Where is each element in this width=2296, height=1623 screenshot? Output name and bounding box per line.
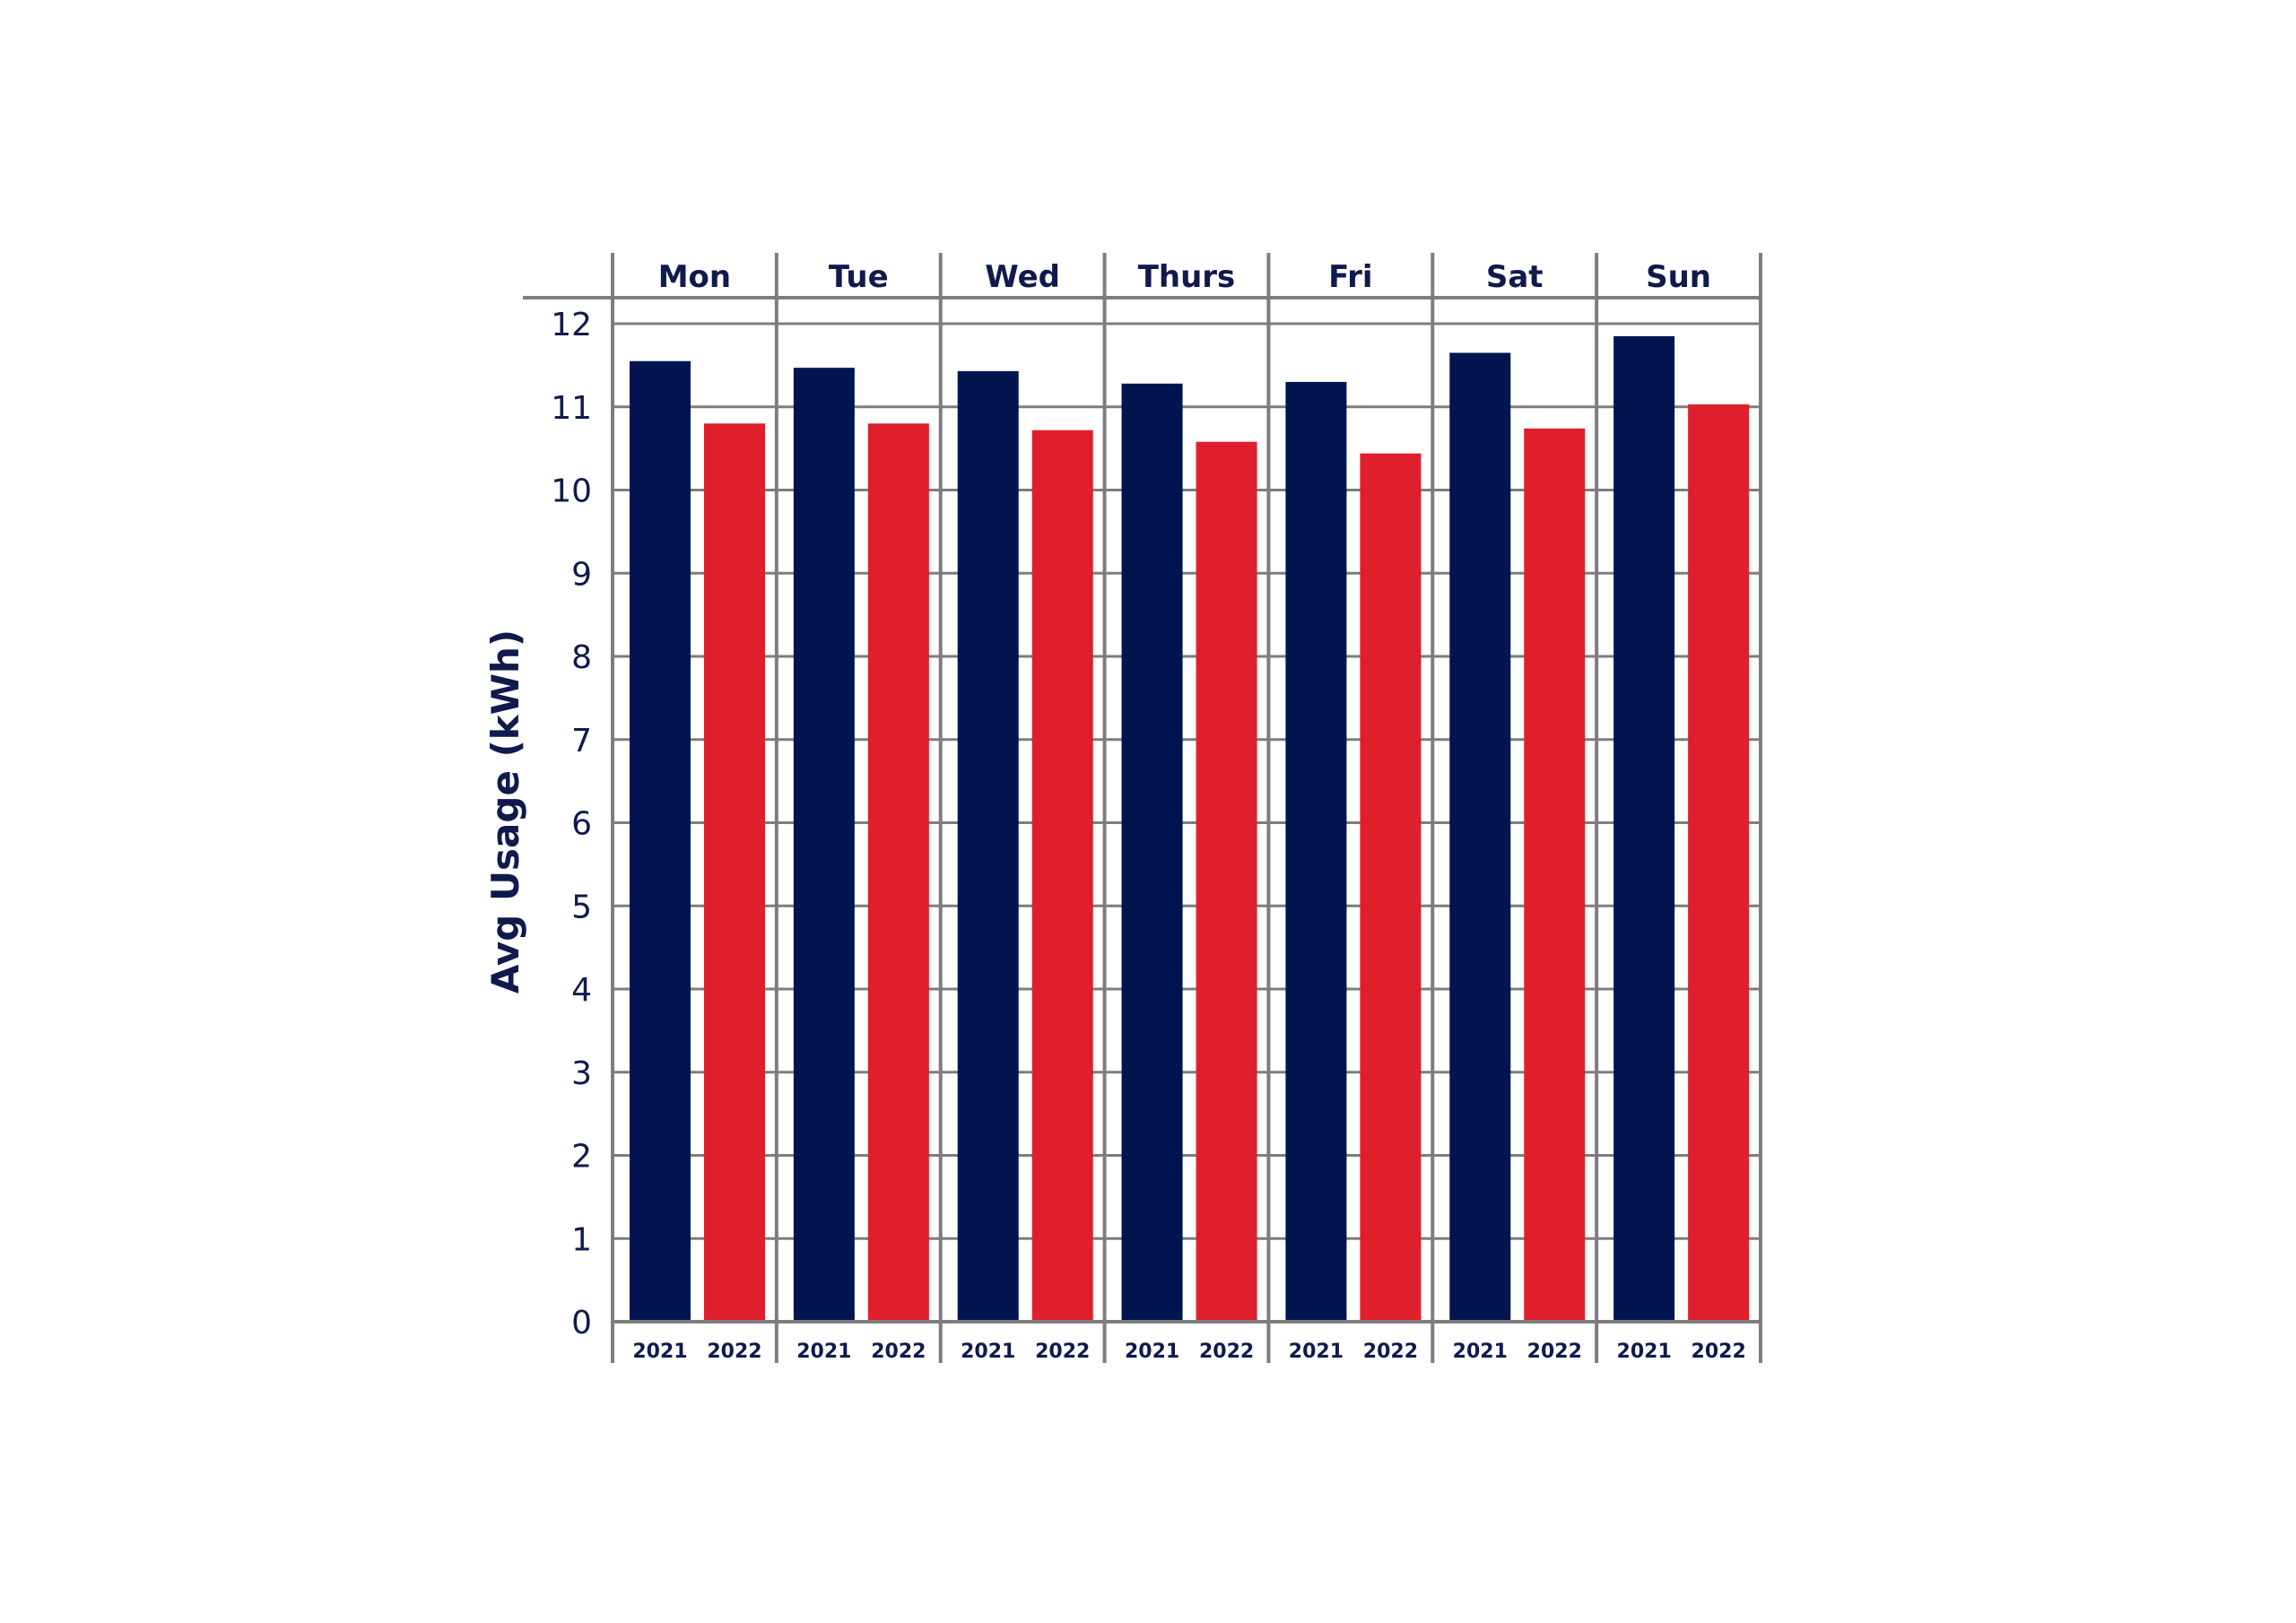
year-label: 2022 xyxy=(1692,1341,1746,1363)
bar-sat-2021 xyxy=(1449,352,1511,1322)
bar-fri-2022 xyxy=(1360,453,1422,1322)
y-axis-label: Avg Usage (kWh) xyxy=(483,629,527,994)
year-label: 2021 xyxy=(1453,1341,1508,1363)
day-header-tue: Tue xyxy=(829,259,889,295)
y-tick-label: 12 xyxy=(551,307,592,343)
y-tick-label: 6 xyxy=(571,806,592,843)
year-label: 2021 xyxy=(1617,1341,1672,1363)
bars xyxy=(630,335,1750,1323)
day-header-wed: Wed xyxy=(985,259,1060,295)
year-label: 2022 xyxy=(707,1341,761,1363)
y-tick-label: 5 xyxy=(571,889,592,925)
year-label: 2022 xyxy=(871,1341,926,1363)
chart-frame xyxy=(523,253,1762,1363)
bar-mon-2021 xyxy=(630,360,691,1322)
y-tick-label: 10 xyxy=(551,473,592,510)
y-tick-label: 0 xyxy=(571,1305,592,1341)
y-tick-label: 11 xyxy=(551,390,592,427)
y-tick-label: 1 xyxy=(571,1221,592,1258)
year-label: 2021 xyxy=(796,1341,851,1363)
y-tick-label: 4 xyxy=(571,972,592,1009)
bar-sat-2022 xyxy=(1524,428,1586,1322)
bar-mon-2022 xyxy=(704,423,765,1322)
year-label: 2021 xyxy=(632,1341,687,1363)
year-label: 2022 xyxy=(1035,1341,1090,1363)
bar-wed-2021 xyxy=(957,370,1019,1323)
y-tick-label: 7 xyxy=(571,723,592,759)
day-header-sat: Sat xyxy=(1486,259,1544,295)
gridlines xyxy=(613,322,1761,1324)
bar-thurs-2022 xyxy=(1196,441,1257,1323)
bar-thurs-2021 xyxy=(1121,383,1183,1322)
y-tick-label: 3 xyxy=(571,1055,592,1092)
day-header-thurs: Thurs xyxy=(1138,259,1236,295)
year-label: 2021 xyxy=(1289,1341,1344,1363)
bar-tue-2021 xyxy=(793,368,855,1323)
year-label: 2022 xyxy=(1199,1341,1254,1363)
bar-tue-2022 xyxy=(867,423,929,1322)
y-tick-label: 2 xyxy=(571,1139,592,1176)
year-label: 2021 xyxy=(961,1341,1015,1363)
y-tick-label: 9 xyxy=(571,556,592,593)
year-label: 2021 xyxy=(1125,1341,1179,1363)
year-label: 2022 xyxy=(1527,1341,1582,1363)
year-labels: 2021 2021 2021 2021 2021 2021 2021 2022 2022 2022… xyxy=(632,1341,1745,1363)
bar-sun-2022 xyxy=(1688,404,1750,1322)
day-header-fri: Fri xyxy=(1328,259,1372,295)
day-header-sun: Sun xyxy=(1646,259,1711,295)
bar-sun-2021 xyxy=(1613,335,1675,1323)
day-header-mon: Mon xyxy=(658,259,731,295)
year-label: 2022 xyxy=(1363,1341,1418,1363)
y-tick-label: 8 xyxy=(571,639,592,676)
bar-wed-2022 xyxy=(1031,430,1093,1323)
bar-fri-2021 xyxy=(1285,381,1347,1322)
day-headers: Mon Tue Wed Thurs Fri Sat Sun xyxy=(658,259,1711,295)
